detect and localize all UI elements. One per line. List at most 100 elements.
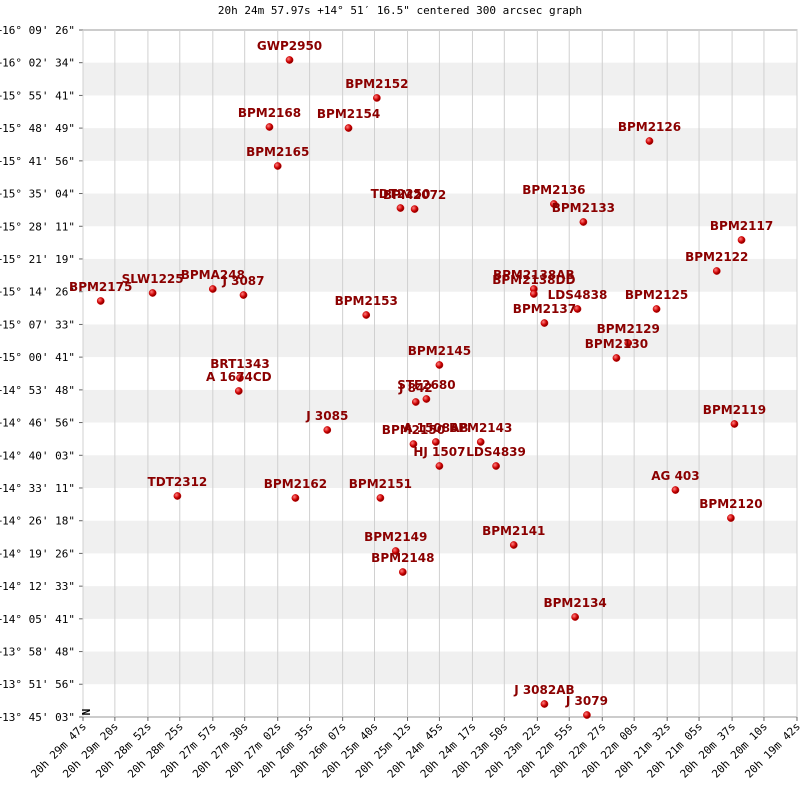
x-tick-label: 20h 26m 35s [255,720,316,781]
star-point [540,319,549,327]
star-label: AG 403 [651,469,699,483]
star-label: BPM2134 [543,596,606,610]
y-tick-label: +14° 12' 33" [0,580,75,593]
star-label: BPM2145 [408,344,471,358]
chart-title: 20h 24m 57.97s +14° 51′ 16.5" centered 3… [218,4,582,17]
y-tick-label: +15° 41' 56" [0,155,75,168]
star-label: BPMA248 [181,268,245,282]
row-band [83,389,797,423]
x-tick-label: 20h 25m 40s [320,720,381,781]
star-point [411,398,420,406]
star-point [285,56,294,64]
star-point [398,568,407,576]
star-point [344,124,353,132]
star-point [612,354,621,362]
row-band [83,520,797,554]
row-band [83,651,797,685]
y-tick-label: +15° 14' 26" [0,286,75,299]
star-label: BPM2152 [345,77,408,91]
y-tick-label: +15° 48' 49" [0,122,75,135]
star-label: BPM2133 [552,201,615,215]
star-label: STF2680 [397,378,455,392]
y-tick-label: +13° 51' 56" [0,678,75,691]
y-tick-label: +14° 40' 03" [0,449,75,462]
star-label: BPM2072 [383,188,446,202]
star-point [730,420,739,428]
y-tick-label: +15° 07' 33" [0,318,75,331]
star-label: LDS4839 [466,445,526,459]
star-label: BPM2153 [335,294,398,308]
star-point [396,204,405,212]
star-point [624,339,633,347]
star-point [391,547,400,555]
star-point [409,440,418,448]
star-point [727,514,735,522]
star-point [323,426,332,434]
star-point [376,494,385,502]
x-tick-label: 20h 22m 55s [515,720,576,781]
north-label: N [80,709,93,716]
star-label: J 3082AB [513,683,574,697]
star-point [236,374,244,382]
star-label: BPM2149 [364,530,427,544]
y-tick-label: +14° 53' 48" [0,384,75,397]
star-point [645,137,654,145]
x-tick-label: 20h 21m 05s [644,720,705,781]
x-tick-label: 20h 28m 25s [125,720,186,781]
star-label: J 3079 [565,694,608,708]
y-tick-label: +13° 45' 03" [0,711,75,724]
star-point [422,395,431,403]
star-point [148,289,157,297]
star-point [239,291,248,299]
star-point [671,486,680,494]
star-point [432,438,440,446]
row-band [83,193,797,227]
y-tick-label: +15° 21' 19" [0,253,75,266]
star-label: BPM2162 [264,477,327,491]
star-point [550,200,558,208]
y-tick-label: +15° 55' 41" [0,89,75,102]
y-tick-label: +14° 19' 26" [0,547,75,560]
x-tick-label: 20h 20m 10s [709,720,770,781]
x-tick-label: 20h 22m 00s [580,720,641,781]
row-band [83,62,797,96]
y-tick-label: +14° 05' 41" [0,613,75,626]
row-band [83,586,797,619]
row-band [83,455,797,488]
star-label: J 842 [398,381,433,395]
star-label: BRT1343 [210,357,269,371]
star-label: BPM2150 [382,423,445,437]
y-tick-label: +15° 28' 11" [0,220,75,233]
star-label: BPM2154 [317,107,380,121]
y-tick-label: +13° 58' 48" [0,646,75,659]
star-label: HJ 1507 [413,445,465,459]
star-point [652,305,661,313]
star-point [712,267,721,275]
star-label: J 3085 [305,409,348,423]
star-label: BPM2141 [482,524,545,538]
star-point [492,462,500,470]
star-label: TDT2250 [371,187,431,201]
x-tick-label: 20h 29m 47s [28,720,89,781]
star-label: BPM2138DD [492,273,575,287]
star-label: BPM2136 [522,183,585,197]
star-point [435,462,444,470]
star-label: J 3087 [221,274,264,288]
star-label: BPM2130 [585,337,648,351]
star-point [583,711,591,719]
x-tick-label: 20h 24m 45s [385,720,446,781]
star-point [265,123,274,131]
star-label: BPM2126 [618,120,681,134]
y-tick-label: +15° 00' 41" [0,351,75,364]
star-label: BPM2175 [69,280,132,294]
star-label: GWP2950 [257,39,322,53]
star-point [173,492,182,500]
row-band [83,128,797,161]
star-point [234,387,243,395]
star-label: BPM2119 [703,403,766,417]
star-point [291,494,300,502]
star-point [529,290,538,298]
star-label: A 1674CD [206,370,272,384]
star-point [435,361,444,369]
